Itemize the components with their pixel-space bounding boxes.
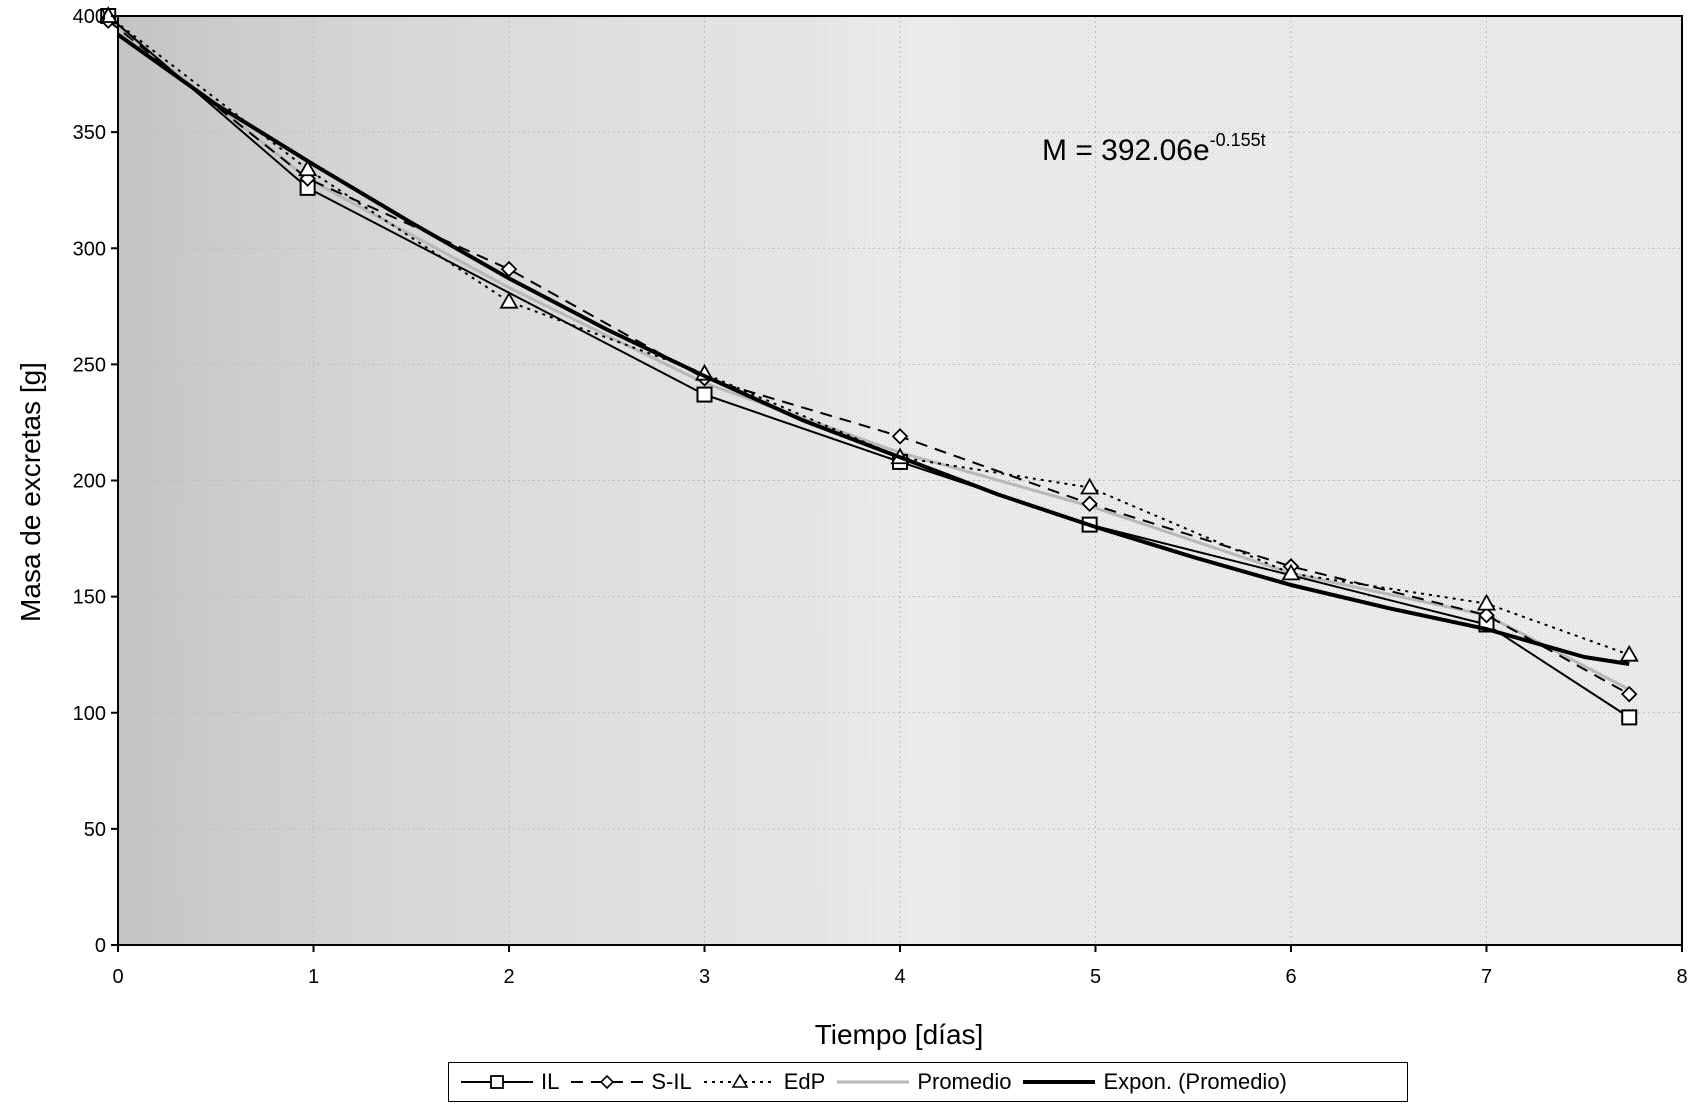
y-tick-label: 400 — [73, 6, 106, 28]
data-point-triangle — [1080, 477, 1100, 495]
legend-label: S-IL — [651, 1069, 692, 1094]
y-tick-label: 150 — [73, 587, 106, 609]
series-expon-promedio — [116, 32, 1630, 666]
y-tick-label: 300 — [73, 238, 106, 260]
legend-swatch — [571, 1074, 644, 1090]
y-tick-label: 0 — [95, 935, 106, 957]
y-tick-label: 250 — [73, 354, 106, 376]
data-point-triangle — [298, 159, 318, 177]
data-point-triangle — [1476, 593, 1497, 611]
legend-swatch — [837, 1080, 910, 1084]
x-tick-label: 5 — [1090, 966, 1101, 988]
x-axis-title: Tiempo [días] — [815, 1019, 984, 1050]
equation-exponent: -0.155t — [1210, 130, 1266, 150]
legend-swatch — [1023, 1080, 1096, 1084]
data-point-diamond — [1478, 606, 1495, 624]
x-tick-label: 7 — [1481, 966, 1492, 988]
series-layer — [98, 6, 1639, 726]
series-line — [116, 32, 1630, 666]
legend-marker — [600, 1074, 615, 1090]
legend-marker — [490, 1075, 504, 1089]
tick-labels: 0 50 100 150 200 250 300 350 400 0 1 2 3 4 5 6 7 8 — [73, 6, 1688, 988]
data-point-square — [1621, 709, 1638, 726]
legend-label: Expon. (Promedio) — [1103, 1069, 1287, 1094]
y-axis-title: Masa de excretas [g] — [15, 362, 46, 622]
data-point-diamond — [1081, 495, 1098, 512]
y-tick-label: 100 — [73, 703, 106, 725]
data-point-triangle — [1619, 644, 1639, 662]
equation-annotation: M = 392.06e-0.155t — [1042, 130, 1266, 167]
equation-base: M = 392.06e — [1042, 134, 1210, 167]
data-point-triangle — [1281, 563, 1301, 581]
x-tick-label: 3 — [699, 966, 710, 988]
data-point-diamond — [891, 428, 909, 445]
legend-item: EdP — [702, 1069, 826, 1095]
legend-item: Expon. (Promedio) — [1021, 1069, 1287, 1095]
x-tick-label: 1 — [308, 966, 319, 988]
legend-swatch — [461, 1075, 533, 1089]
data-point-diamond — [1620, 685, 1638, 703]
axes — [111, 15, 1683, 952]
data-point-triangle — [499, 291, 519, 309]
legend-item: S-IL — [569, 1069, 692, 1095]
legend-label: Promedio — [917, 1069, 1012, 1094]
y-tick-label: 50 — [84, 819, 106, 841]
data-point-square — [696, 386, 713, 403]
legend-marker — [731, 1073, 749, 1088]
x-tick-label: 6 — [1285, 966, 1296, 988]
legend-swatch — [703, 1073, 776, 1088]
legend-item: Promedio — [835, 1069, 1011, 1095]
x-tick-label: 2 — [503, 966, 514, 988]
y-tick-label: 200 — [73, 471, 106, 493]
legend-label: IL — [541, 1069, 560, 1094]
x-tick-label: 8 — [1676, 966, 1687, 988]
legend-item: IL — [459, 1069, 559, 1095]
x-tick-label: 4 — [894, 966, 905, 988]
x-tick-label: 0 — [112, 966, 123, 988]
legend: IL S-IL EdP Promedio Expon. (Promedio) — [448, 1062, 1408, 1102]
legend-label: EdP — [783, 1069, 826, 1094]
y-tick-label: 350 — [73, 122, 106, 144]
